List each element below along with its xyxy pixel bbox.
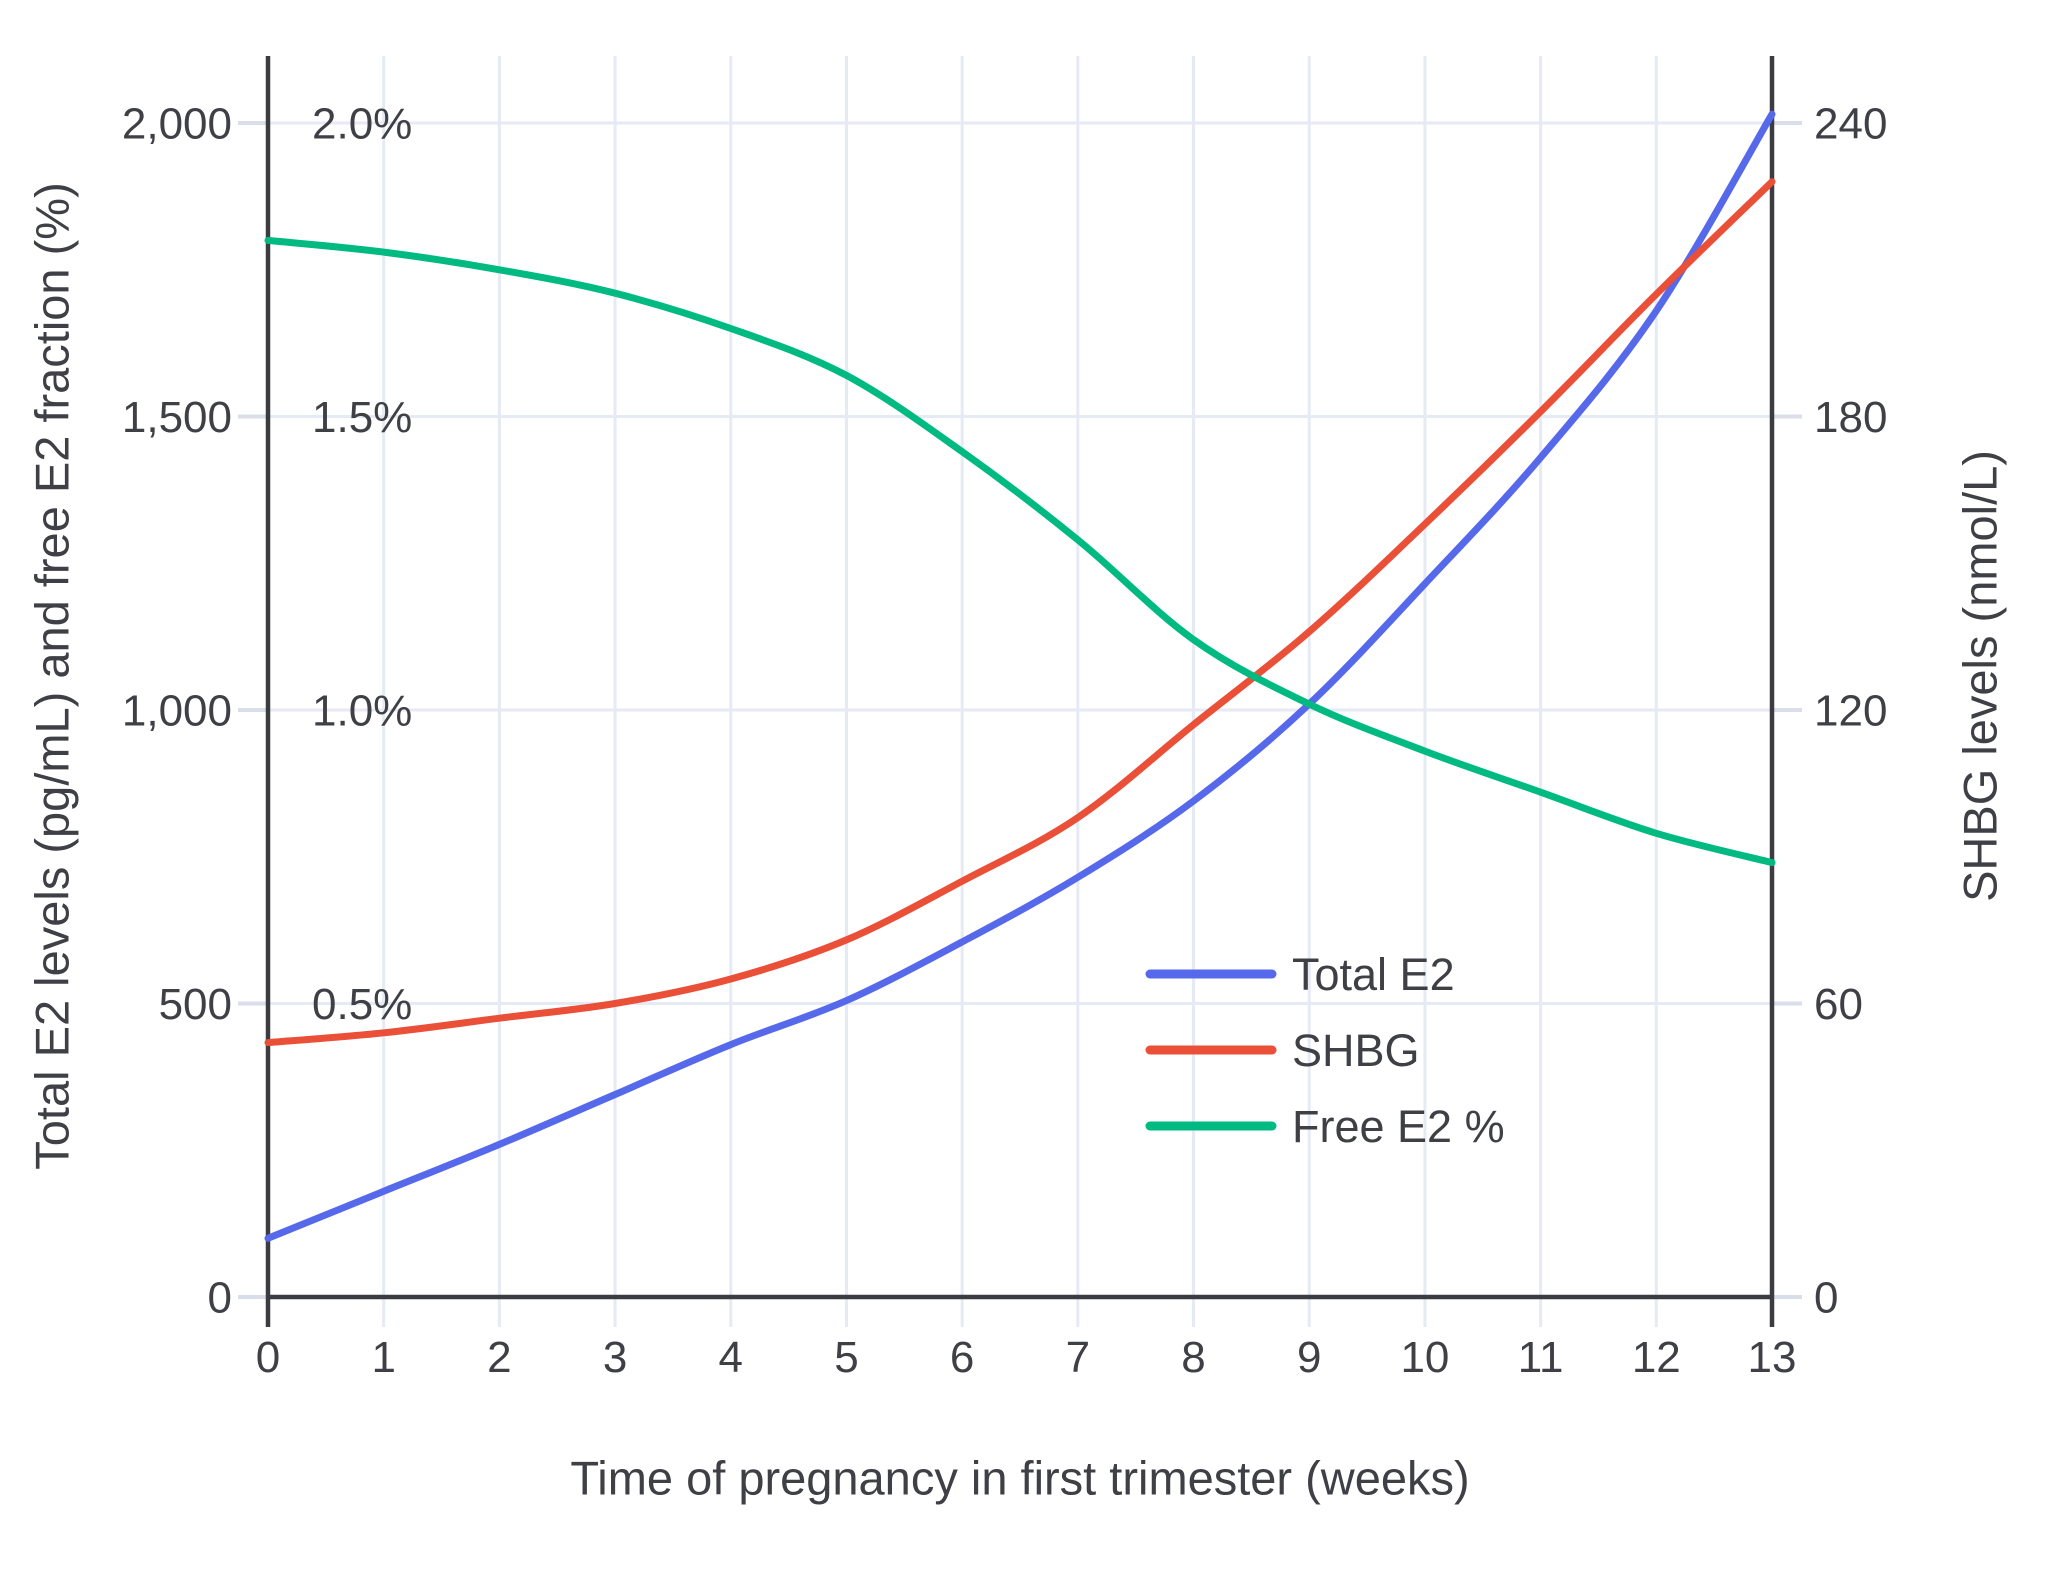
- x-tick-label-6: 6: [950, 1333, 974, 1382]
- x-axis-title: Time of pregnancy in first trimester (we…: [570, 1451, 1470, 1505]
- x-tick-label-7: 7: [1066, 1333, 1090, 1382]
- x-tick-label-3: 3: [603, 1333, 627, 1382]
- tick-label-right-120: 120: [1814, 686, 1887, 735]
- pct-annotation-1.5: 1.5%: [312, 393, 412, 442]
- tick-label-right-240: 240: [1814, 99, 1887, 148]
- pct-annotation-1.0: 1.0%: [312, 686, 412, 735]
- tick-label-left-0: 0: [208, 1273, 232, 1322]
- x-tick-label-11: 11: [1518, 1333, 1564, 1382]
- series-line-free-e2: [264, 236, 1776, 867]
- tick-label-left-1500: 1,500: [122, 393, 232, 442]
- pct-annotation-2.0: 2.0%: [312, 99, 412, 148]
- legend-label-free-e2: Free E2 %: [1292, 1101, 1505, 1152]
- x-tick-label-8: 8: [1181, 1333, 1205, 1382]
- y-axis-title-left: Total E2 levels (pg/mL) and free E2 frac…: [25, 182, 79, 1170]
- legend-label-total-e2: Total E2: [1292, 949, 1455, 1000]
- y-axis-title-right: SHBG levels (nmol/L): [1953, 450, 2007, 902]
- tick-label-right-180: 180: [1814, 393, 1887, 442]
- legend-item-free-e2[interactable]: Free E2 %: [1145, 1101, 1505, 1152]
- tick-label-left-500: 500: [159, 980, 232, 1029]
- x-tick-label-5: 5: [834, 1333, 858, 1382]
- x-tick-label-9: 9: [1297, 1333, 1321, 1382]
- legend-item-total-e2[interactable]: Total E2: [1145, 949, 1455, 1000]
- x-tick-label-1: 1: [371, 1333, 395, 1382]
- x-tick-label-4: 4: [719, 1333, 743, 1382]
- x-tick-label-0: 0: [256, 1333, 280, 1382]
- tick-label-right-60: 60: [1814, 980, 1863, 1029]
- pct-annotation-0.5: 0.5%: [312, 980, 412, 1029]
- tick-label-right-0: 0: [1814, 1273, 1838, 1322]
- x-tick-label-13: 13: [1748, 1333, 1797, 1382]
- legend-label-shbg: SHBG: [1292, 1025, 1420, 1076]
- tick-label-left-1000: 1,000: [122, 686, 232, 735]
- x-tick-label-10: 10: [1400, 1333, 1449, 1382]
- x-tick-label-2: 2: [487, 1333, 511, 1382]
- legend-item-shbg[interactable]: SHBG: [1145, 1025, 1420, 1076]
- series-line-total-e2: [264, 110, 1776, 1242]
- x-tick-label-12: 12: [1632, 1333, 1681, 1382]
- tick-label-left-2000: 2,000: [122, 99, 232, 148]
- series-line-shbg: [264, 178, 1776, 1047]
